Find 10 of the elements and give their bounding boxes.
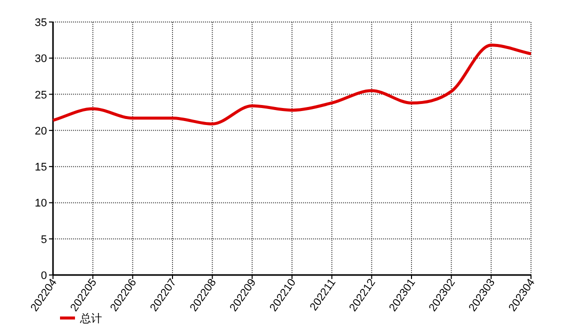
y-tick-label: 25 <box>34 89 47 102</box>
line-series <box>52 44 532 126</box>
y-tick-label: 5 <box>40 234 47 246</box>
y-tick-label: 10 <box>34 198 47 210</box>
y-tick-label: 35 <box>34 17 47 29</box>
y-tick-label: 15 <box>34 162 47 174</box>
y-tick-label: 30 <box>34 53 47 66</box>
y-tick-label: 20 <box>34 125 47 138</box>
y-tick-label: 0 <box>40 270 47 282</box>
legend-label: 总计 <box>79 312 102 324</box>
